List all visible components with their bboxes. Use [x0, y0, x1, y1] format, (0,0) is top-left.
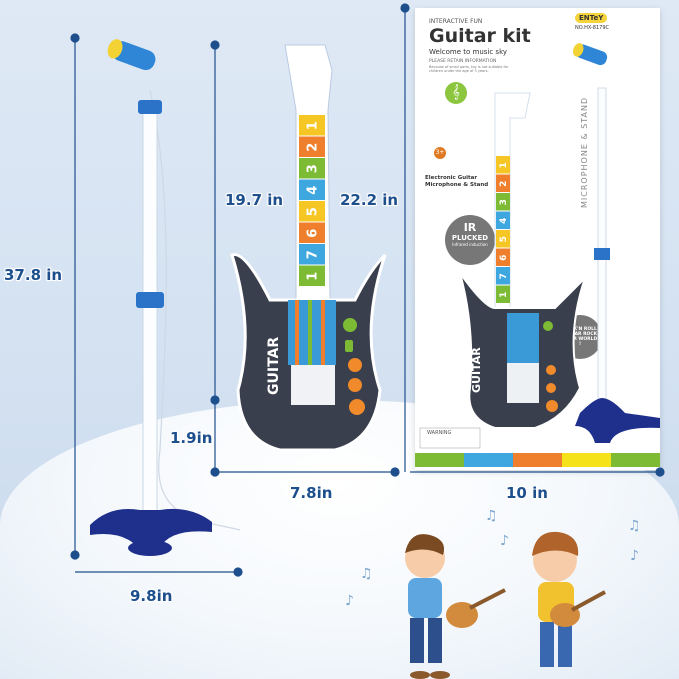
fret-number: 2 [305, 143, 320, 152]
box-subtitle: Welcome to music sky [429, 48, 508, 56]
power-button [343, 318, 357, 332]
fret-number: 6 [305, 229, 320, 238]
warning-label: WARNING [427, 430, 452, 436]
stripe-segment [562, 453, 611, 467]
svg-text:♫: ♫ [360, 566, 373, 582]
guitar-body-label: GUITAR [266, 337, 282, 395]
fret-number: 6 [499, 255, 509, 261]
product-name-1: Electronic Guitar [425, 175, 478, 181]
sound-button-2 [348, 378, 362, 392]
fret-key [299, 222, 325, 243]
music-notes-icon: ♫♪♫♪♫♪ [345, 508, 641, 609]
box-model: NO.HX-8179C [575, 25, 610, 31]
fret-key [496, 211, 510, 229]
fret-key [299, 244, 325, 265]
fret-key [299, 201, 325, 222]
sound-button-1 [348, 358, 362, 372]
fret-key [299, 265, 325, 286]
stand-clip [138, 100, 162, 114]
stripe-segment [513, 453, 562, 467]
box-tagline: INTERACTIVE FUN [429, 18, 483, 25]
box-width-label: 10 in [506, 484, 548, 502]
stand-base [90, 508, 212, 550]
microphone [107, 39, 156, 71]
fret-key [496, 248, 510, 266]
boy-left [405, 534, 506, 679]
fret-number: 7 [305, 250, 320, 259]
box-notice-title: PLEASE RETAIN INFORMATION [429, 59, 497, 64]
fret-number: 1 [499, 162, 509, 168]
fret-number: 5 [499, 236, 509, 242]
fret-key [299, 136, 325, 157]
box-color-stripe [415, 453, 660, 467]
svg-text:♫: ♫ [628, 518, 641, 534]
package-box: INTERACTIVE FUN Guitar kit Welcome to mu… [415, 8, 660, 470]
fret-key [496, 267, 510, 285]
ir-plucked-badge: IR PLUCKED Infrared induction [445, 215, 495, 265]
stand-joint [136, 292, 164, 308]
fret-number: 4 [305, 186, 320, 195]
fret-key [299, 158, 325, 179]
fret-number: 1 [499, 292, 509, 298]
box-notice-text: Because of small parts, toy is not suita… [429, 65, 509, 73]
box-product-art: GUITAR 1 2 3 4 5 6 7 1 [419, 43, 660, 449]
fret-key [496, 193, 510, 211]
box-title: Guitar kit [429, 25, 531, 47]
sound-button-3 [349, 399, 365, 415]
box-height-label: 22.2 in [340, 191, 399, 209]
age-badge: 3+ [434, 147, 446, 159]
stripe-segment [415, 453, 464, 467]
stand-height-label: 37.8 in [4, 266, 63, 284]
box-guitar-label: GUITAR [470, 347, 483, 393]
fret-number: 1 [305, 121, 320, 130]
brand-logo: ENTeY [575, 13, 608, 23]
svg-text:♪: ♪ [345, 593, 354, 609]
boy-right [532, 531, 606, 667]
guitar-length-label: 19.7 in [225, 191, 284, 209]
fret-key [496, 285, 510, 303]
fret-number: 5 [305, 207, 320, 216]
fret-number: 7 [499, 273, 509, 279]
fret-number: 4 [499, 218, 509, 224]
svg-text:♫: ♫ [485, 508, 498, 524]
stripe-segment [611, 453, 660, 467]
strum-pad [291, 365, 335, 405]
fret-key [496, 174, 510, 192]
svg-text:♪: ♪ [630, 548, 639, 564]
fret-key [299, 179, 325, 200]
guitar-width-label: 7.8in [290, 484, 333, 502]
fret-number: 2 [499, 181, 509, 187]
guitar-toy [446, 602, 478, 628]
product-name-2: Microphone & Stand [425, 182, 489, 188]
stand-base-width-label: 9.8in [130, 587, 173, 605]
fret-number: 3 [499, 199, 509, 205]
fret-number: 1 [305, 272, 320, 281]
fret-key [496, 230, 510, 248]
fret-number: 3 [305, 164, 320, 173]
svg-text:♪: ♪ [500, 533, 509, 549]
guitar-depth-label: 1.9in [170, 429, 213, 447]
stripe-segment [464, 453, 513, 467]
fret-key [496, 156, 510, 174]
fret-key [299, 115, 325, 136]
treble-clef-icon: 𝄞 [445, 82, 467, 104]
